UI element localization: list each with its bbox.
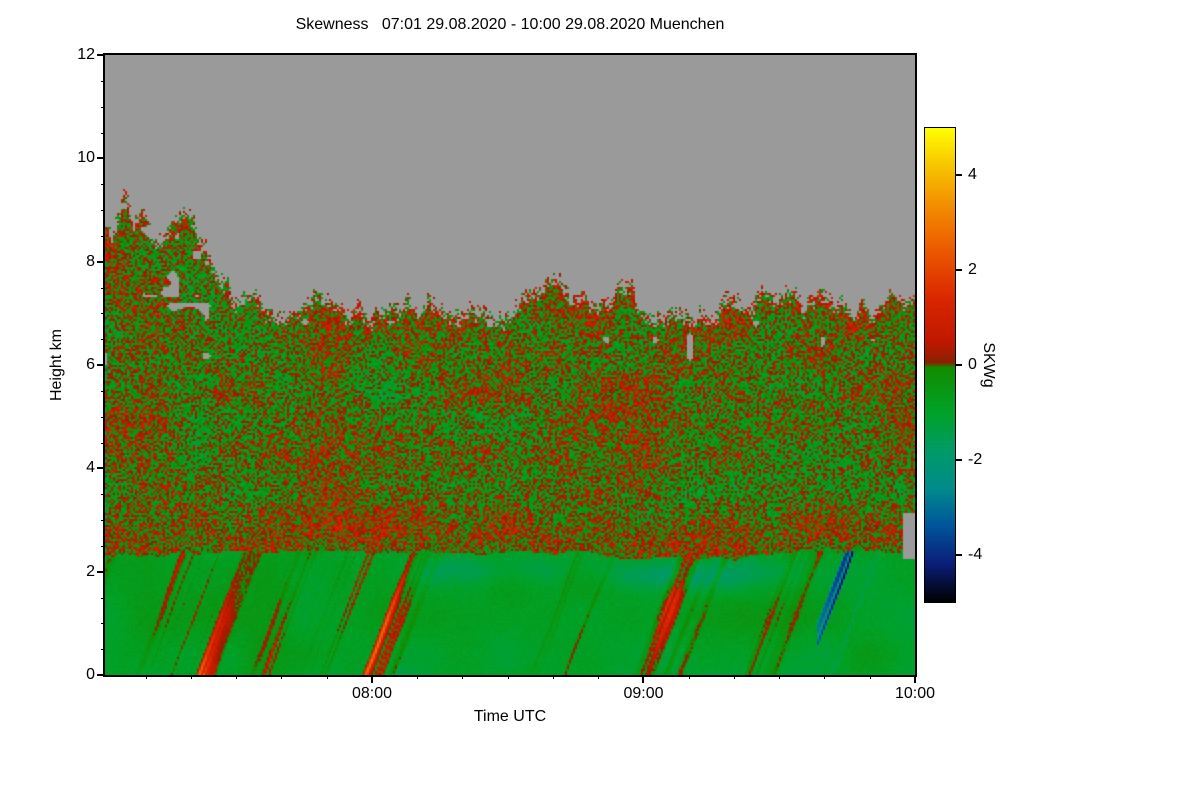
x-minor-tick [508,675,509,679]
y-tick [97,364,105,366]
y-minor-tick [101,546,105,547]
colorbar-tick-label: 0 [968,355,977,375]
y-minor-tick [101,520,105,521]
y-tick-label: 0 [55,665,95,685]
x-minor-tick [870,675,871,679]
y-minor-tick [101,210,105,211]
y-tick [97,157,105,159]
figure: Skewness 07:01 29.08.2020 - 10:00 29.08.… [0,0,1200,800]
y-minor-tick [101,288,105,289]
colorbar-canvas [925,128,955,602]
plot-title: Skewness 07:01 29.08.2020 - 10:00 29.08.… [105,16,915,34]
y-tick [97,674,105,676]
colorbar-tick-label: 2 [968,260,977,280]
y-minor-tick [101,623,105,624]
y-minor-tick [101,443,105,444]
colorbar-tick-label: 4 [968,165,977,185]
y-tick-label: 6 [55,355,95,375]
y-minor-tick [101,184,105,185]
x-minor-tick [553,675,554,679]
colorbar [924,127,956,603]
x-minor-tick [598,675,599,679]
y-minor-tick [101,391,105,392]
x-minor-tick [734,675,735,679]
y-minor-tick [101,81,105,82]
x-minor-tick [779,675,780,679]
x-tick-label: 08:00 [352,685,392,703]
x-minor-tick [462,675,463,679]
y-tick [97,54,105,56]
x-minor-tick [327,675,328,679]
y-minor-tick [101,339,105,340]
y-tick-label: 12 [55,45,95,65]
heatmap-canvas [105,55,915,675]
x-tick-label: 09:00 [623,685,663,703]
x-minor-tick [824,675,825,679]
x-minor-tick [146,675,147,679]
y-tick-label: 2 [55,562,95,582]
x-tick [914,675,916,683]
x-tick [371,675,373,683]
x-tick [642,675,644,683]
y-minor-tick [101,494,105,495]
colorbar-tick [956,269,962,271]
x-minor-tick [236,675,237,679]
y-minor-tick [101,107,105,108]
plot-area [103,53,917,677]
x-minor-tick [191,675,192,679]
colorbar-tick [956,174,962,176]
colorbar-tick-label: -2 [968,450,982,470]
y-minor-tick [101,649,105,650]
y-tick-label: 8 [55,252,95,272]
y-minor-tick [101,417,105,418]
colorbar-tick [956,554,962,556]
x-minor-tick [689,675,690,679]
y-minor-tick [101,598,105,599]
y-tick-label: 10 [55,148,95,168]
colorbar-tick [956,364,962,366]
x-tick-label: 10:00 [895,685,935,703]
x-minor-tick [281,675,282,679]
y-tick-label: 4 [55,458,95,478]
y-tick [97,571,105,573]
y-minor-tick [101,236,105,237]
colorbar-tick-label: -4 [968,545,982,565]
colorbar-label: SKWg [979,342,997,387]
colorbar-tick [956,459,962,461]
x-minor-tick [417,675,418,679]
y-tick [97,467,105,469]
y-tick [97,261,105,263]
y-minor-tick [101,133,105,134]
y-minor-tick [101,313,105,314]
x-axis-label: Time UTC [474,708,546,726]
